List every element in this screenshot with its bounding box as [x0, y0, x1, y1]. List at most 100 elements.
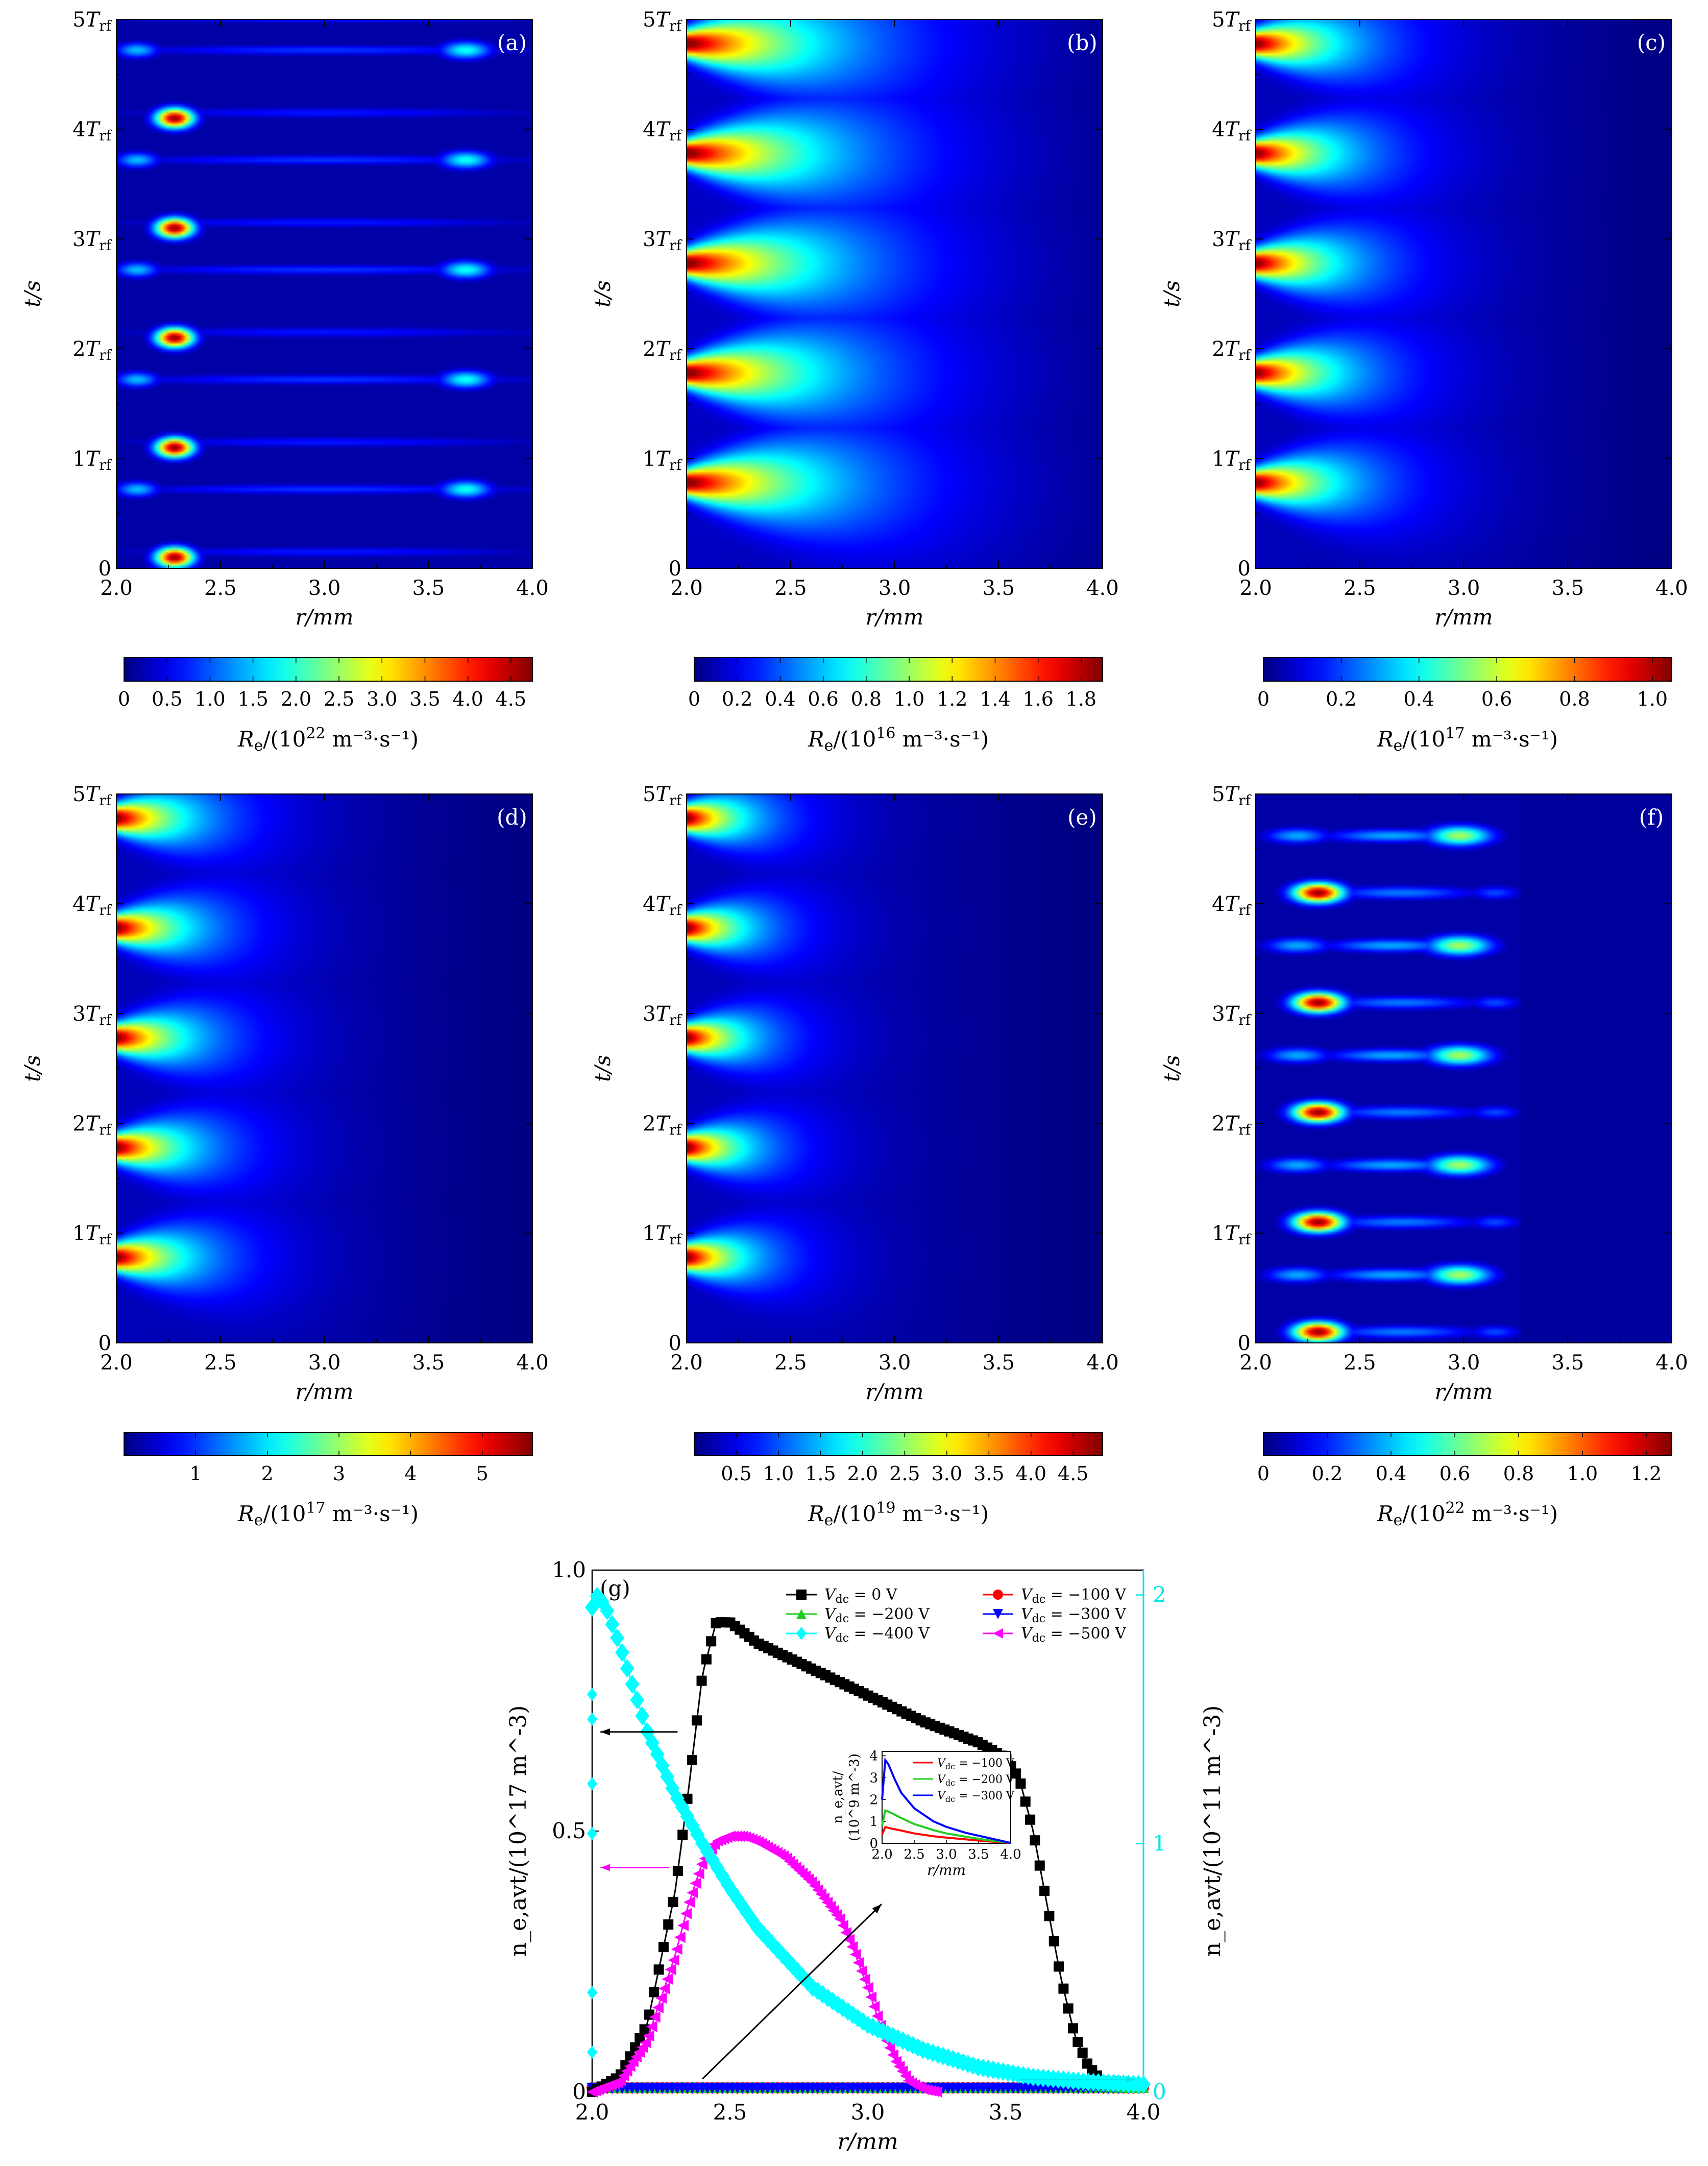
data-point [587, 1713, 597, 1726]
colorbar-label-unit: m⁻³·s⁻¹) [326, 727, 419, 752]
y-tick-subscript: rf [1238, 902, 1252, 919]
colorbar-tick-label: 4.0 [1016, 1462, 1046, 1485]
data-point [610, 1628, 625, 1647]
colorbar-label-symbol: R [808, 1501, 824, 1526]
y-tick-subscript: rf [669, 1231, 682, 1248]
data-point [662, 1973, 673, 1985]
legend-symbol: V [824, 1586, 837, 1604]
colorbar-label-unit: m⁻³·s⁻¹) [326, 1501, 419, 1526]
y-tick-label: 5Trf [643, 783, 683, 809]
data-point [1054, 1961, 1064, 1972]
colorbar-label-exp: 17 [1445, 725, 1465, 742]
colorbar-label-exp: 22 [1445, 1499, 1465, 1517]
data-point [625, 1675, 640, 1694]
heatmap-panel-a: 2.0 2.5 3.0 3.5 4.001Trf2Trf3Trf4Trf5Trfr/mm… [20, 8, 549, 755]
inset-legend-value: −100 V [972, 1757, 1015, 1770]
data-point [649, 2011, 661, 2023]
y-tick-number: 3 [72, 1002, 85, 1026]
inset-legend-label: Vdc = −300 V [937, 1790, 1015, 1804]
x-tick-label: 2.5 [774, 576, 807, 600]
colorbar-tick-label: 1.5 [805, 1462, 836, 1485]
data-point [1030, 1835, 1040, 1846]
data-point [645, 1734, 660, 1752]
y-tick-subscript: rf [669, 456, 682, 473]
legend-value: −100 V [1068, 1586, 1127, 1604]
data-point [706, 1636, 717, 1647]
colorbar-tick-label: 0.8 [1559, 688, 1590, 710]
inset-x-tick-label: 3.0 [936, 1847, 957, 1862]
y-tick-symbol: T [86, 1002, 101, 1026]
y-tick-subscript: rf [669, 17, 682, 34]
y-tick-subscript: rf [669, 1121, 682, 1138]
y-tick-symbol: T [1225, 893, 1240, 916]
data-point [1068, 2023, 1079, 2034]
y-tick-subscript: rf [1238, 347, 1252, 364]
y-tick-label-left: 1.0 [552, 1557, 586, 1582]
legend-subscript: dc [1032, 1613, 1045, 1625]
colorbar-tick-label: 0.6 [1439, 1462, 1470, 1485]
colorbar-label-sub: e [1394, 737, 1403, 755]
x-tick-label: 2.0 [100, 576, 133, 600]
arrow-inset [701, 1904, 883, 2080]
y-tick-label-right: 1 [1153, 1831, 1166, 1856]
inset-frame [882, 1751, 1011, 1844]
colorbar-tick-label: 1.0 [194, 688, 225, 710]
inset-legend-label: Vdc = −100 V [937, 1757, 1015, 1771]
colorbar-tick-label: 4.5 [1058, 1462, 1088, 1485]
colorbar-tick-label: 0.6 [1481, 688, 1512, 710]
y-tick-number: 4 [1212, 893, 1225, 916]
inset-y-tick-label: 0 [869, 1836, 878, 1851]
x-tick-label: 3.0 [879, 576, 911, 600]
y-tick-number: 4 [1212, 118, 1225, 141]
data-point [1058, 1983, 1069, 1994]
legend-eq: = [1045, 1586, 1068, 1604]
y-tick-label: 2Trf [72, 1112, 113, 1138]
data-point [655, 1992, 667, 2004]
data-point [1025, 1814, 1036, 1825]
panel-label: (a) [497, 30, 527, 55]
y-tick-subscript: rf [1238, 127, 1252, 144]
inset-y-label-1: n_e,avt/ [831, 1771, 846, 1823]
colorbar-tick-label: 0.2 [1326, 688, 1356, 710]
data-point [630, 1691, 645, 1710]
y-tick-label: 3Trf [643, 228, 683, 254]
y-tick-symbol: T [86, 1112, 101, 1136]
x-axis-label: r/mm [296, 1379, 354, 1404]
y-tick-label: 2Trf [643, 338, 683, 364]
plot-frame [591, 1569, 1144, 2093]
inset-series-line [881, 1809, 1011, 1844]
data-point [696, 1859, 707, 1870]
inset-x-label: r/mm [927, 1862, 966, 1879]
data-point [663, 1919, 674, 1930]
legend-marker [993, 1590, 1003, 1600]
arrow-cyan-head [1126, 2076, 1135, 2083]
y-tick-number: 2 [72, 338, 85, 361]
y-axis-label: t/s [1159, 1055, 1184, 1082]
data-point [825, 1991, 840, 2011]
heatmap-image-e [687, 794, 1103, 1343]
data-point [675, 1798, 690, 1817]
x-axis-label: r/mm [1435, 605, 1493, 630]
y-tick-label: 4Trf [72, 118, 113, 144]
inset-series-line [881, 1757, 1011, 1844]
inset-legend-subscript: dc [945, 1794, 955, 1804]
inset-legend-eq: = [955, 1757, 971, 1770]
legend-marker [796, 1627, 807, 1640]
x-axis-label: r/mm [866, 605, 924, 630]
colorbar [1263, 1432, 1672, 1456]
y-tick-subscript: rf [669, 347, 682, 364]
colorbar-label-sub: e [1394, 1511, 1403, 1529]
inset-x-tick-label: 4.0 [1000, 1847, 1021, 1862]
y-tick-number: 4 [72, 118, 85, 141]
legend-value: −400 V [871, 1625, 930, 1643]
legend-symbol: V [824, 1625, 837, 1643]
y-tick-symbol: T [1225, 447, 1240, 471]
y-tick-number: 3 [72, 228, 85, 251]
legend-value: −300 V [1068, 1605, 1127, 1623]
data-point [1048, 1936, 1059, 1946]
line-chart-panel-g: 2.0 2.5 3.0 3.5 4.000.51.0012r/mmn_e,avt/(10… [505, 1557, 1226, 2155]
colorbar-tick-label: 3.5 [973, 1462, 1004, 1485]
data-point [685, 1816, 700, 1835]
colorbar-label-symbol: R [237, 727, 254, 752]
heatmap-image-d [116, 794, 532, 1343]
